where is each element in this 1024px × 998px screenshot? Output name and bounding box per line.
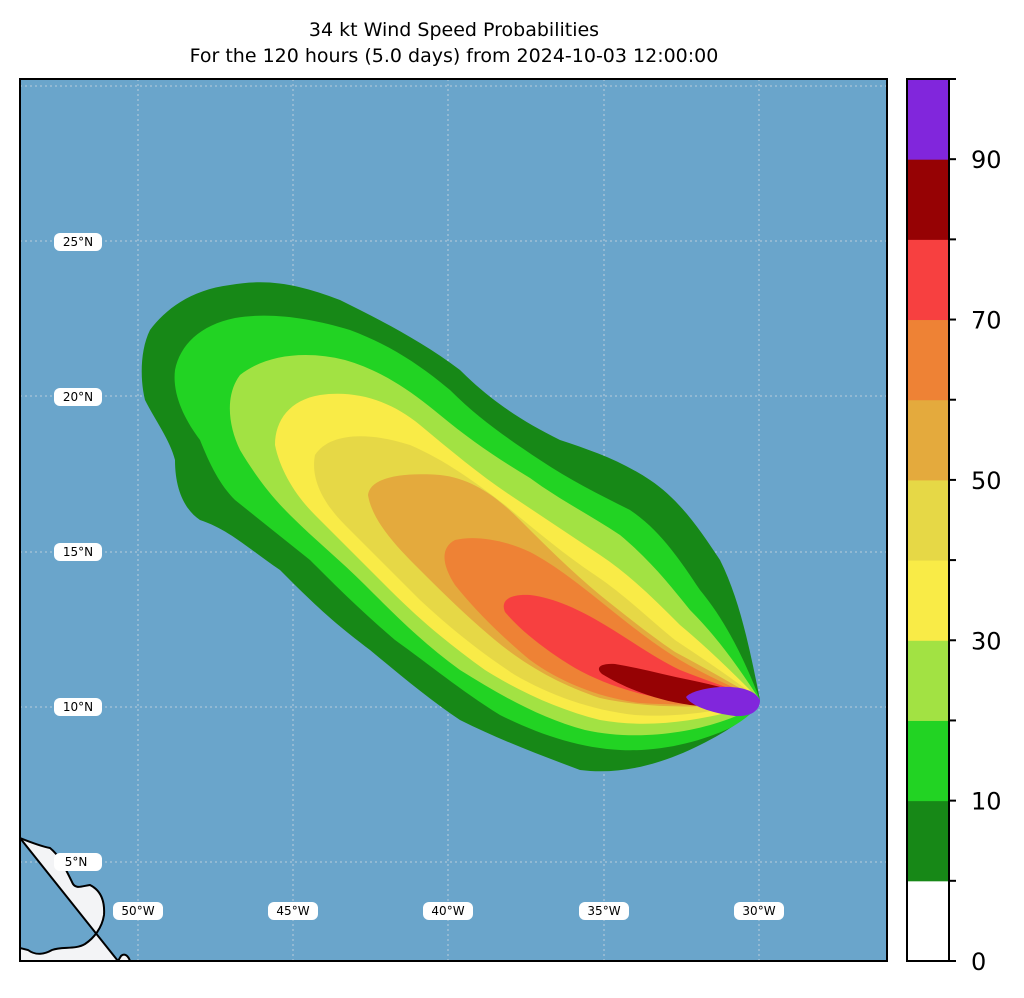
- map-area: [20, 79, 887, 961]
- lat-label-20n: 20°N: [63, 390, 93, 404]
- colorbar-band-40-50: [907, 479, 949, 561]
- lat-label-15n: 15°N: [63, 545, 93, 559]
- colorbar-band-20-30: [907, 640, 949, 721]
- contour-70-80: [503, 594, 760, 703]
- colorbar-band-70-80: [907, 239, 949, 321]
- probability-contours: [141, 282, 761, 772]
- longitude-labels: 50°W 45°W 40°W 35°W 30°W: [113, 902, 784, 920]
- colorbar-label-10: 10: [971, 788, 1002, 816]
- colorbar-band-80-90: [907, 159, 949, 240]
- colorbar-band-0-5: [907, 880, 949, 962]
- latitude-labels: 25°N 20°N 15°N 10°N 5°N: [54, 233, 102, 871]
- map-frame: [19, 78, 888, 962]
- colorbar-frame: [906, 78, 950, 962]
- lat-label-10n: 10°N: [63, 700, 93, 714]
- colorbar-band-60-70: [907, 319, 949, 401]
- lat-label-25n: 25°N: [63, 235, 93, 249]
- colorbar-label-30: 30: [971, 627, 1002, 655]
- lon-label-35w: 35°W: [587, 904, 620, 918]
- lon-label-45w: 45°W: [276, 904, 309, 918]
- colorbar-label-90: 90: [971, 146, 1002, 174]
- lat-label-5n: 5°N: [65, 855, 88, 869]
- colorbar-band-50-60: [907, 399, 949, 481]
- colorbar: 0 10 30 50 70 90: [906, 78, 1002, 976]
- chart-title: 34 kt Wind Speed Probabilities: [308, 19, 600, 41]
- colorbar-label-50: 50: [971, 467, 1002, 495]
- colorbar-band-10-20: [907, 720, 949, 802]
- lon-label-30w: 30°W: [742, 904, 775, 918]
- colorbar-band-90-100: [907, 79, 949, 160]
- colorbar-band-30-40: [907, 560, 949, 641]
- colorbar-label-0: 0: [971, 948, 986, 976]
- lon-label-40w: 40°W: [431, 904, 464, 918]
- contour-90-100: [686, 686, 760, 717]
- lon-label-50w: 50°W: [121, 904, 154, 918]
- contour-60-70: [444, 538, 760, 705]
- chart-subtitle: For the 120 hours (5.0 days) from 2024-1…: [189, 45, 719, 67]
- colorbar-band-5-10: [907, 800, 949, 882]
- colorbar-label-70: 70: [971, 307, 1002, 335]
